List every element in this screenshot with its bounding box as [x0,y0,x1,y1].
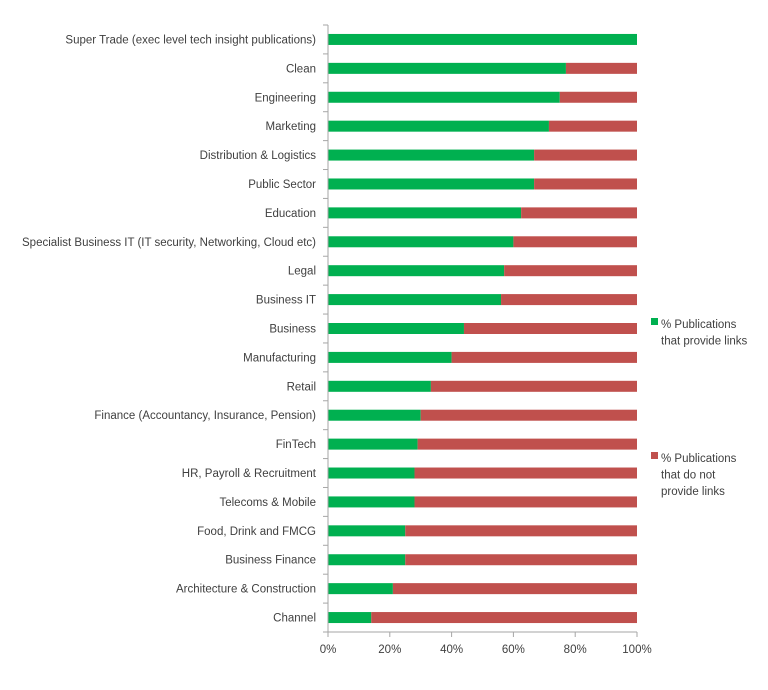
category-label: Public Sector [248,179,316,191]
bar-segment-provide-links [328,612,372,624]
category-label: Food, Drink and FMCG [197,526,316,538]
bar-segment-provide-links [328,438,418,450]
category-label: Retail [287,381,316,393]
bar-segment-provide-links [328,33,637,45]
category-label: Specialist Business IT (IT security, Net… [22,237,316,249]
bar-segment-provide-links [328,265,505,277]
bar-segment-no-links [565,62,637,74]
bar-segment-no-links [417,438,637,450]
bar-segment-no-links [414,496,637,508]
category-label: FinTech [276,439,316,451]
bar-segment-provide-links [328,380,431,392]
x-tick-label: 80% [564,644,587,656]
bar-segment-no-links [504,265,637,277]
category-label: HR, Payroll & Recruitment [182,468,317,480]
category-label: Legal [288,266,316,278]
category-label: Business Finance [225,555,316,567]
bar-segment-no-links [513,236,637,248]
bar-segment-no-links [405,554,637,566]
x-tick-label: 100% [622,644,651,656]
bar-segment-no-links [501,294,637,306]
bar-segment-no-links [548,120,637,132]
bar-segment-provide-links [328,409,421,421]
bar-segment-no-links [371,612,637,624]
category-label: Business [269,324,316,336]
category-label: Channel [273,613,316,625]
x-tick-label: 60% [502,644,525,656]
bar-segment-provide-links [328,120,549,132]
bar-segment-provide-links [328,583,393,595]
bar-segment-no-links [430,380,637,392]
legend-label: % Publications that provide links [661,319,748,348]
bar-segment-provide-links [328,178,535,190]
bar-segment-provide-links [328,525,406,537]
category-label: Finance (Accountancy, Insurance, Pension… [94,410,316,422]
category-label: Manufacturing [243,352,316,364]
bar-segment-provide-links [328,467,415,479]
bar-segment-provide-links [328,62,566,74]
category-label: Marketing [266,121,317,133]
bar-segment-no-links [559,91,637,103]
bar-segment-no-links [463,323,637,334]
bar-segment-no-links [420,409,637,421]
bar-segment-provide-links [328,323,464,334]
bars-group [328,33,637,624]
bar-segment-provide-links [328,149,535,161]
category-label: Clean [286,63,316,75]
bar-segment-no-links [414,467,637,479]
legend-entry: % Publications that provide links [651,318,748,348]
bar-segment-provide-links [328,236,514,248]
category-label: Super Trade (exec level tech insight pub… [65,34,316,46]
bar-segment-no-links [534,178,637,190]
category-label: Architecture & Construction [176,584,316,596]
legend: % Publications that provide links % Public… [651,318,748,498]
legend-label: % Publications that do not provide links [661,453,737,498]
x-axis: 0% 20% 40% 60% 80% 100% [320,24,652,656]
x-tick-label: 40% [440,644,463,656]
bar-segment-provide-links [328,207,522,219]
category-labels: Super Trade (exec level tech insight pub… [22,34,317,624]
bar-segment-no-links [405,525,637,537]
category-label: Education [265,208,316,220]
category-label: Engineering [255,92,316,104]
bar-segment-provide-links [328,496,415,508]
x-tick-label: 0% [320,644,337,656]
legend-entry: % Publications that do not provide links [651,452,737,498]
x-tick-label: 20% [378,644,401,656]
category-label: Business IT [256,295,316,307]
category-label: Distribution & Logistics [200,150,317,162]
bar-segment-no-links [534,149,637,161]
bar-segment-provide-links [328,351,452,363]
bar-segment-no-links [451,351,637,363]
legend-swatch [651,452,658,459]
bar-segment-provide-links [328,554,406,566]
bar-segment-provide-links [328,294,502,306]
bar-segment-no-links [392,583,637,595]
bar-segment-no-links [521,207,637,219]
bar-segment-provide-links [328,91,560,103]
legend-swatch [651,318,658,325]
category-label: Telecoms & Mobile [219,497,316,509]
